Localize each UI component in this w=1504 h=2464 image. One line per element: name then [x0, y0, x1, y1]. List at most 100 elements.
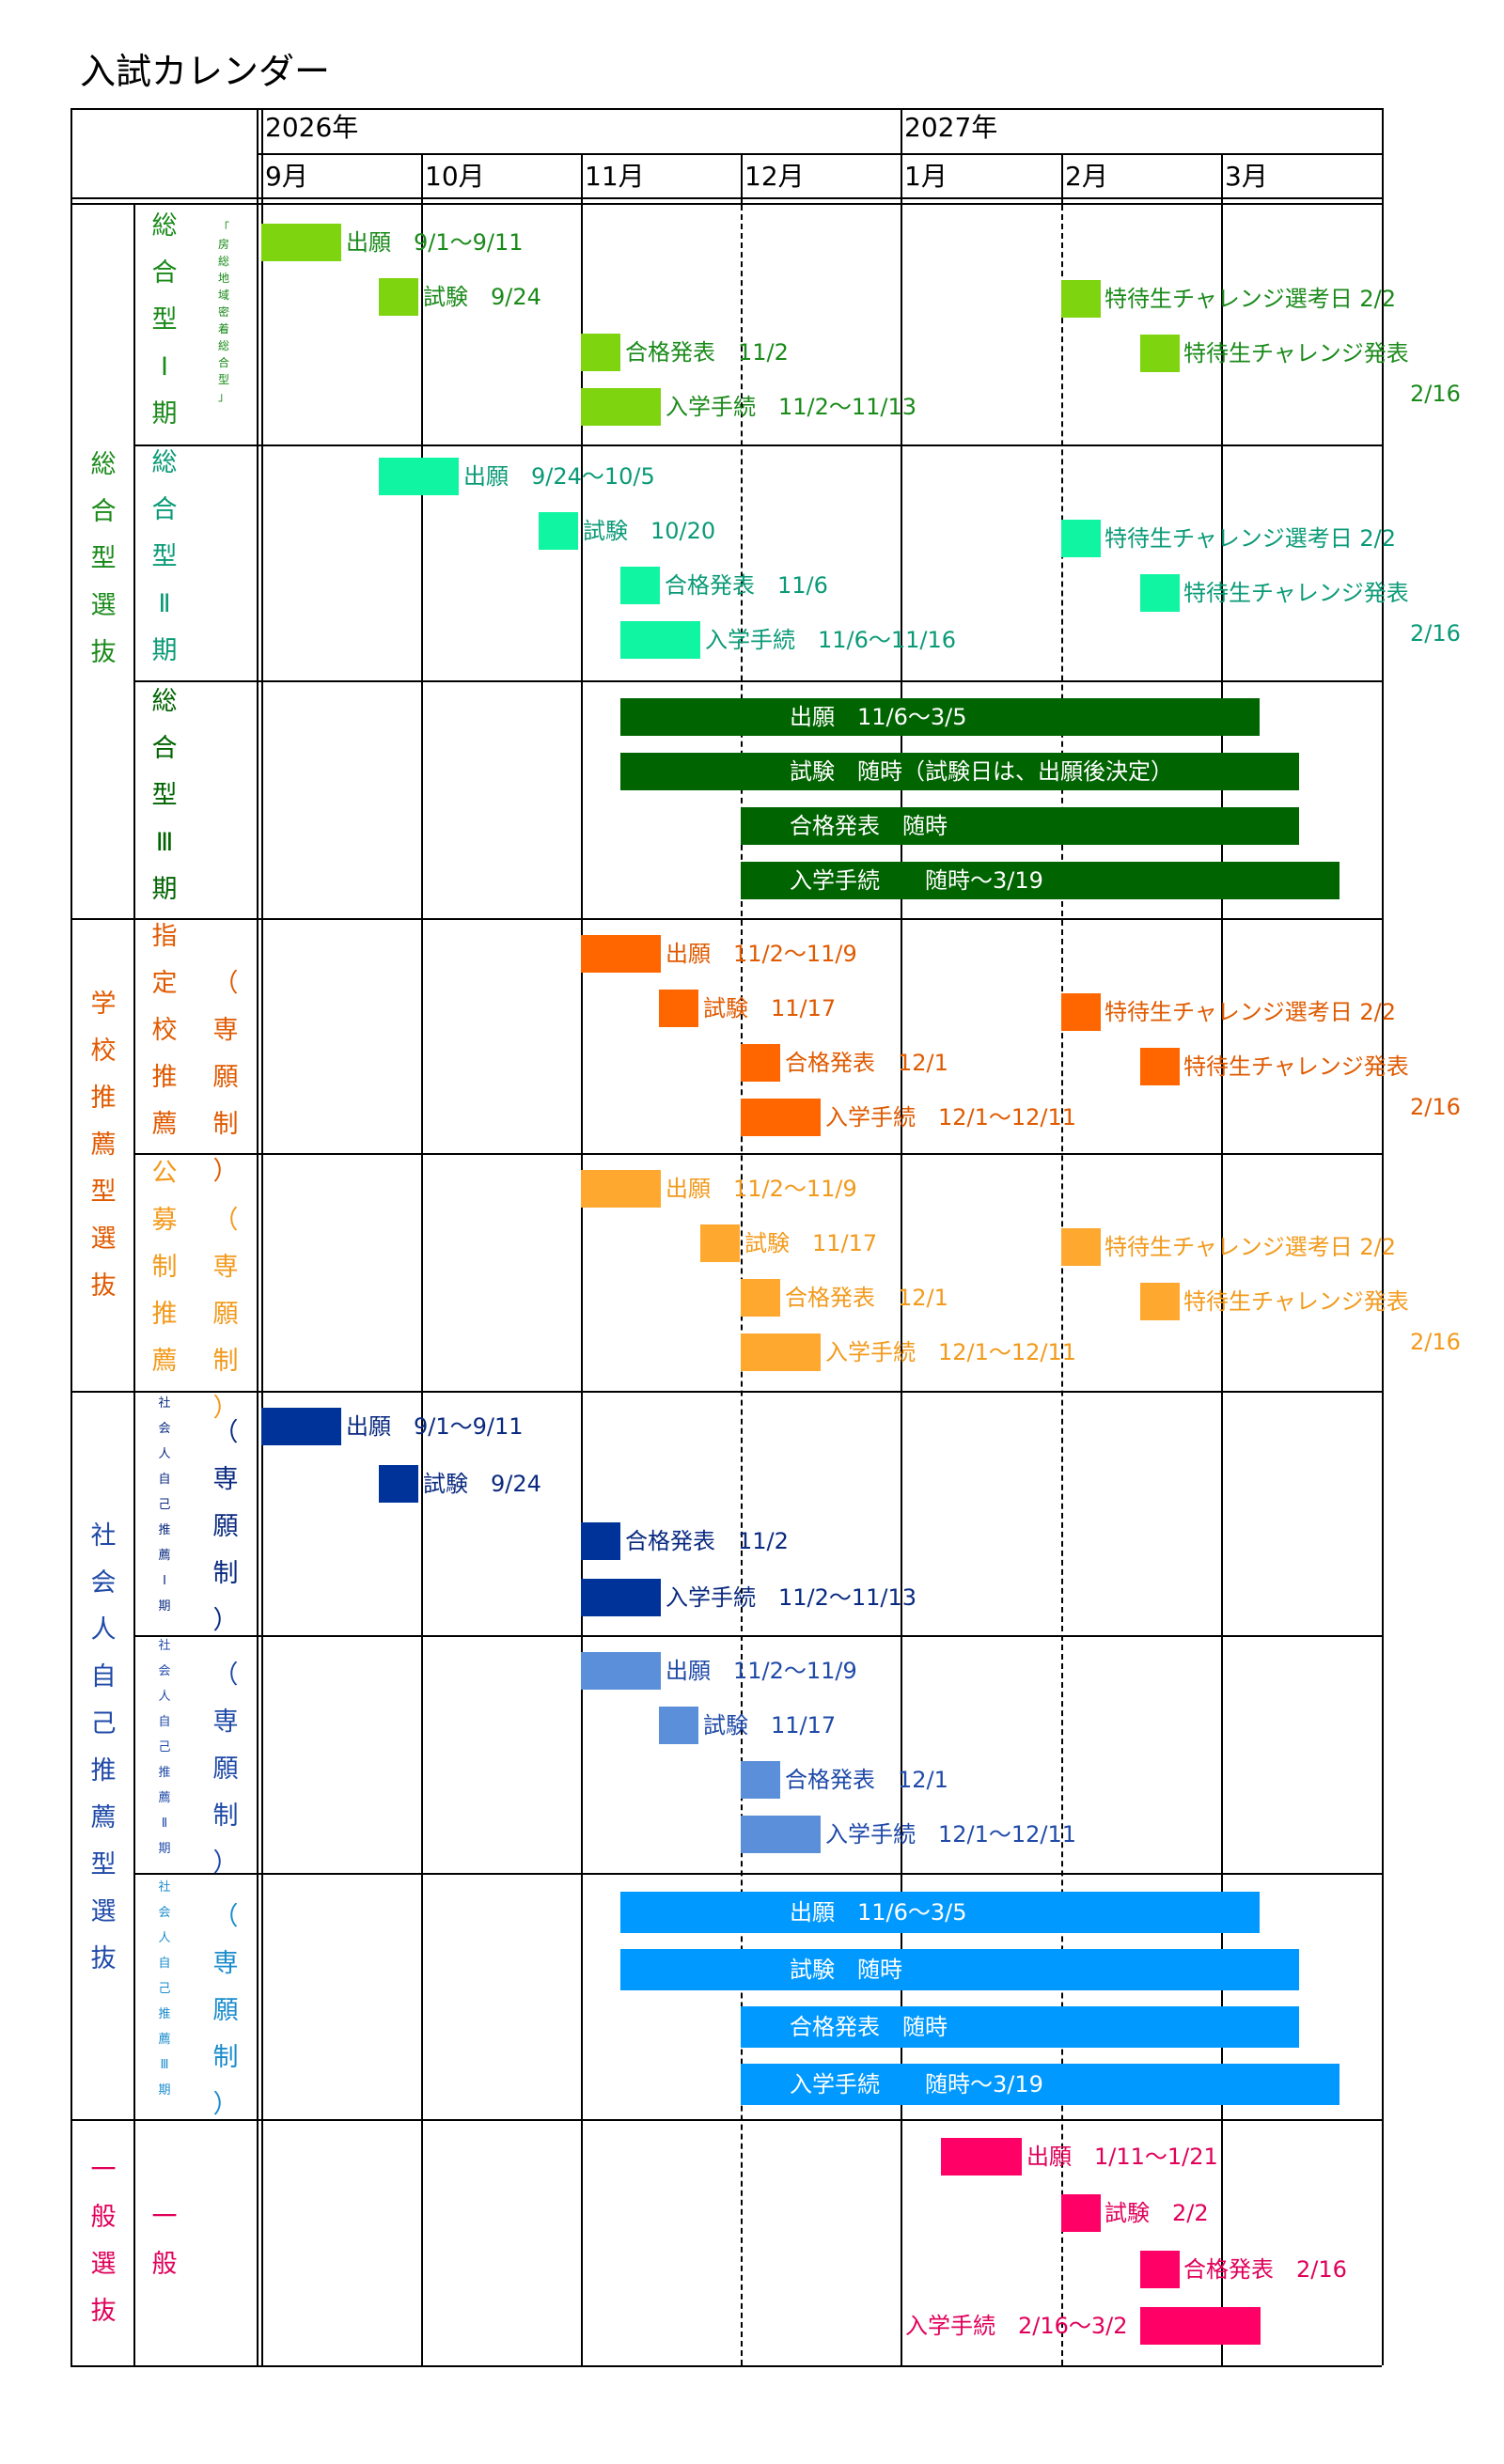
category-gakko-label: 学校推薦型選抜 [90, 990, 117, 1301]
grid-vline [1382, 108, 1384, 2365]
grid-hline [70, 108, 1382, 110]
shitei-event-bar [659, 990, 698, 1027]
row-kobo-note: （専願制） [212, 1206, 239, 1423]
shakai3-event-label: 合格発表 随時 [790, 2014, 948, 2040]
sogo3-event-label: 入学手続 随時～3/19 [790, 867, 1043, 894]
kobo-event-label: 試験 11/17 [744, 1230, 878, 1256]
sogo3-event-bar [741, 862, 1340, 899]
row-shakai2-note: （専願制） [212, 1661, 239, 1878]
ippan-event-bar [941, 2138, 1022, 2175]
month-nov: 11月 [585, 161, 645, 192]
grid-vline [257, 108, 258, 2365]
grid-hline [70, 2119, 258, 2121]
sogo3-event-bar [620, 698, 1260, 736]
kobo-tokutai-result-date: 2/16 [1410, 1329, 1461, 1355]
shakai2-event-bar [741, 1816, 821, 1853]
sogo2-event-bar [620, 567, 660, 604]
shakai1-event-label: 試験 9/24 [423, 1471, 541, 1497]
grid-hline [70, 918, 258, 920]
grid-hline [133, 2119, 1382, 2121]
row-shitei-name: 指定校推薦 [151, 922, 178, 1139]
ippan-event-bar [1140, 2307, 1261, 2345]
shitei-tokutai-result-label: 特待生チャレンジ発表 [1183, 1053, 1409, 1080]
shitei-event-bar [581, 935, 661, 973]
shitei-event-bar [741, 1099, 821, 1136]
shitei-tokutai-result-bar [1140, 1048, 1180, 1085]
kobo-tokutai-bar [1061, 1228, 1101, 1266]
sogo2-tokutai-result-date: 2/16 [1410, 620, 1461, 647]
shakai1-event-label: 入学手続 11/2～11/13 [666, 1584, 917, 1611]
shakai1-event-bar [581, 1579, 661, 1616]
ippan-event-label: 出願 1/11～1/21 [1026, 2144, 1218, 2170]
shakai1-event-label: 出願 9/1～9/11 [346, 1413, 524, 1440]
ippan-event-label: 試験 2/2 [1104, 2200, 1209, 2226]
grid-vline [70, 108, 72, 2365]
sogo1-event-bar [581, 388, 661, 426]
grid-hline [258, 153, 1382, 155]
grid-vline [581, 205, 583, 2365]
ippan-event-bar [1140, 2251, 1180, 2288]
shakai3-event-bar [741, 2006, 1299, 2048]
year-2026: 2026年 [265, 112, 359, 143]
ippan-event-label: 入学手続 2/16～3/2 [905, 2313, 1128, 2339]
month-jan: 1月 [904, 161, 948, 192]
month-oct: 10月 [425, 161, 485, 192]
shakai3-event-bar [741, 2064, 1340, 2105]
sogo2-tokutai-result-label: 特待生チャレンジ発表 [1183, 580, 1409, 606]
sogo1-event-label: 出願 9/1～9/11 [346, 229, 524, 256]
category-shakai-label: 社会人自己推薦型選抜 [90, 1521, 117, 1973]
grid-hline [70, 203, 1382, 205]
grid-hline [133, 444, 1382, 446]
sogo2-tokutai-bar [1061, 520, 1101, 557]
shakai2-event-label: 入学手続 12/1～12/11 [825, 1821, 1077, 1848]
sogo1-event-bar [379, 278, 418, 316]
grid-hline [133, 680, 1382, 682]
grid-vline [133, 205, 135, 2365]
month-sep: 9月 [265, 161, 308, 192]
grid-vline [1061, 153, 1063, 203]
shakai2-event-bar [659, 1707, 698, 1744]
kobo-tokutai-label: 特待生チャレンジ選考日 2/2 [1104, 1234, 1397, 1260]
kobo-event-label: 出願 11/2～11/9 [666, 1176, 857, 1202]
sogo3-event-bar [741, 807, 1299, 845]
sogo1-tokutai-result-label: 特待生チャレンジ発表 [1183, 340, 1409, 366]
grid-hline [70, 2365, 1382, 2367]
sogo1-event-bar [581, 334, 620, 371]
sogo2-event-bar [379, 458, 459, 495]
sogo2-event-label: 試験 10/20 [583, 518, 716, 544]
grid-hline [133, 1873, 1382, 1875]
sogo2-event-label: 入学手続 11/6～11/16 [705, 627, 957, 653]
grid-hline [133, 918, 1382, 920]
row-ippan-name: 一般 [151, 2203, 178, 2279]
kobo-event-bar [741, 1333, 821, 1371]
shakai2-event-label: 出願 11/2～11/9 [666, 1658, 857, 1684]
kobo-event-bar [741, 1279, 780, 1317]
sogo1-event-bar [261, 224, 341, 261]
shakai2-event-label: 合格発表 12/1 [785, 1767, 948, 1793]
shitei-event-label: 出願 11/2～11/9 [666, 941, 857, 967]
shakai1-event-bar [261, 1408, 341, 1445]
sogo1-tokutai-result-date: 2/16 [1410, 381, 1461, 407]
shakai3-event-label: 入学手続 随時～3/19 [790, 2071, 1043, 2098]
shakai2-event-bar [741, 1761, 780, 1799]
shitei-tokutai-result-date: 2/16 [1410, 1094, 1461, 1120]
grid-hline [70, 1391, 258, 1393]
month-feb: 2月 [1065, 161, 1108, 192]
month-dec: 12月 [744, 161, 805, 192]
sogo1-tokutai-label: 特待生チャレンジ選考日 2/2 [1104, 286, 1397, 312]
grid-vline [421, 153, 423, 203]
shakai3-event-label: 出願 11/6～3/5 [790, 1899, 967, 1926]
shakai3-event-label: 試験 随時 [790, 1957, 902, 1983]
year-2027: 2027年 [904, 112, 998, 143]
row-sogo1-note: 「房総地域密着総合型」 [217, 221, 229, 403]
sogo3-event-bar [620, 753, 1299, 790]
sogo3-event-label: 試験 随時（試験日は、出願後決定） [790, 758, 1173, 785]
shitei-tokutai-bar [1061, 993, 1101, 1031]
sogo1-event-label: 試験 9/24 [423, 284, 541, 310]
row-shakai3-note: （専願制） [212, 1902, 239, 2119]
shakai1-event-bar [379, 1465, 418, 1503]
ippan-event-label: 合格発表 2/16 [1183, 2256, 1347, 2283]
